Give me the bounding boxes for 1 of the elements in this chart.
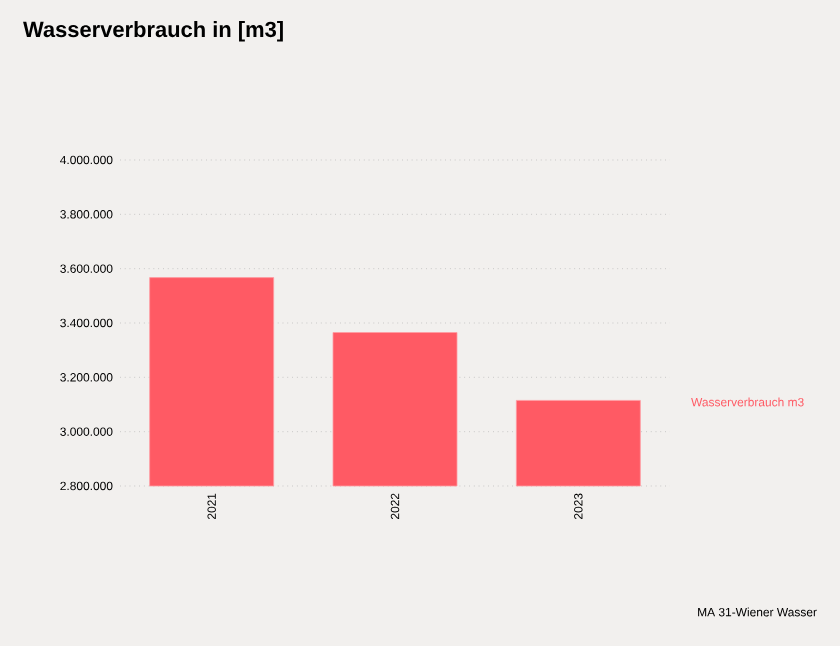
chart-title: Wasserverbrauch in [m3] <box>23 21 283 42</box>
